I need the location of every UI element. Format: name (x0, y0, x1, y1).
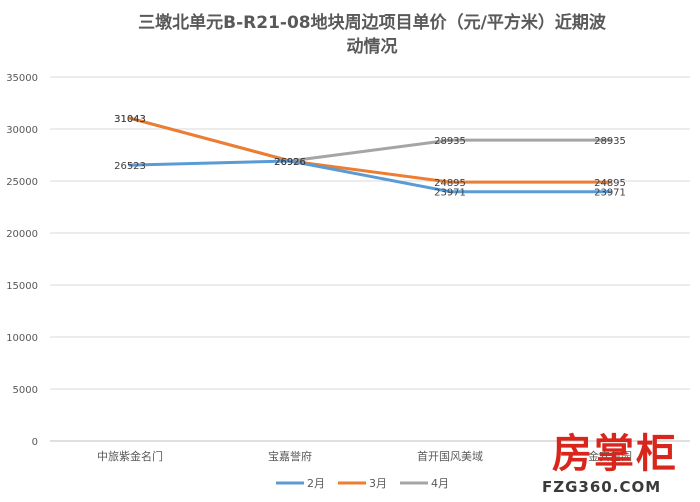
legend-label-2: 3月 (369, 477, 387, 490)
y-tick-label: 25000 (6, 177, 38, 188)
legend-label-1: 2月 (307, 477, 325, 490)
data-label: 24895 (434, 178, 466, 189)
data-label: 28935 (434, 136, 466, 147)
data-label: 26926 (274, 157, 306, 168)
x-category-label: 金安玺园 (588, 449, 632, 463)
y-tick-label: 0 (32, 437, 38, 448)
data-label: 24895 (594, 178, 626, 189)
x-axis-categories: 中旅紫金名门 宝嘉誉府 首开国风美域 金安玺园 (97, 449, 632, 463)
watermark-logo: 房掌柜 FZG360.COM (540, 432, 696, 498)
gridlines (50, 76, 690, 442)
chart-title-line2: 动情况 (347, 36, 398, 57)
legend: 2月 3月 4月 (276, 477, 449, 490)
data-label: 26926 (274, 157, 306, 168)
data-label: 26523 (114, 161, 146, 172)
data-label: 26926 (274, 157, 306, 168)
y-tick-label: 5000 (13, 385, 38, 396)
series-line-2 (128, 116, 612, 184)
y-tick-label: 10000 (6, 333, 38, 344)
watermark-brand: 房掌柜 (552, 430, 678, 477)
series-lines (128, 116, 612, 194)
watermark-url: FZG360.COM (542, 478, 662, 496)
y-tick-label: 20000 (6, 229, 38, 240)
series-line-3 (128, 116, 612, 163)
data-label: 23971 (434, 188, 466, 199)
series-line-1 (128, 159, 612, 194)
y-tick-label: 35000 (6, 73, 38, 84)
chart-title-line1: 三墩北单元B-R21-08地块周边项目单价（元/平方米）近期波 (138, 12, 607, 33)
y-tick-label: 30000 (6, 125, 38, 136)
legend-label-3: 4月 (431, 477, 449, 490)
data-label: 31043 (114, 114, 146, 125)
data-label: 23971 (594, 188, 626, 199)
y-tick-label: 15000 (6, 281, 38, 292)
x-category-label: 首开国风美域 (417, 449, 483, 463)
x-category-label: 宝嘉誉府 (268, 449, 312, 463)
data-label: 31043 (114, 114, 146, 125)
data-label: 28935 (594, 136, 626, 147)
x-category-label: 中旅紫金名门 (97, 449, 163, 463)
y-axis-ticks: 0 5000 10000 15000 20000 25000 30000 35000 (6, 73, 38, 448)
